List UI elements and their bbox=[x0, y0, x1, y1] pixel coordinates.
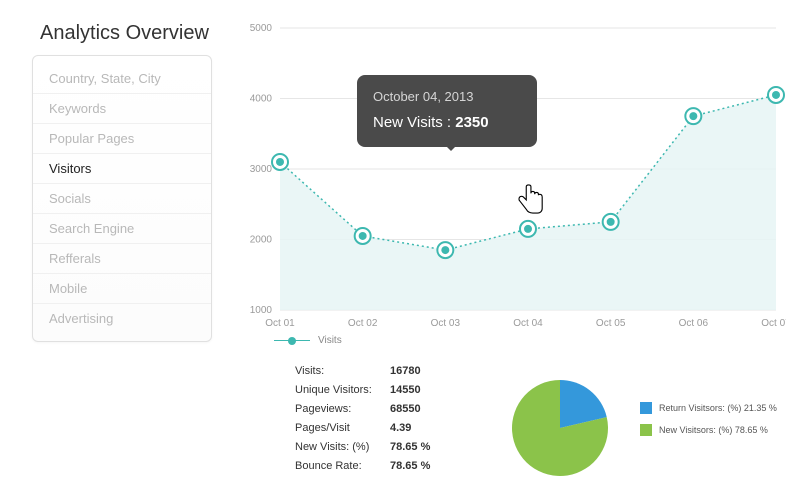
stat-value: 4.39 bbox=[390, 422, 411, 434]
page-title: Analytics Overview bbox=[40, 22, 209, 45]
sidebar-item[interactable]: Country, State, City bbox=[33, 64, 211, 94]
hand-cursor-icon bbox=[515, 183, 545, 217]
stat-value: 14550 bbox=[390, 384, 421, 396]
stat-label: Unique Visitors: bbox=[295, 384, 390, 396]
svg-text:Oct 06: Oct 06 bbox=[679, 318, 709, 329]
svg-text:4000: 4000 bbox=[250, 94, 273, 105]
sidebar-item[interactable]: Popular Pages bbox=[33, 124, 211, 154]
svg-text:2000: 2000 bbox=[250, 235, 273, 246]
svg-text:Oct 03: Oct 03 bbox=[431, 318, 461, 329]
pie-legend-label: New Visitsors: (%) 78.65 % bbox=[659, 425, 768, 435]
stat-value: 68550 bbox=[390, 403, 421, 415]
sidebar-item[interactable]: Socials bbox=[33, 184, 211, 214]
chart-tooltip: October 04, 2013 New Visits : 2350 bbox=[357, 75, 537, 147]
stat-row: Pageviews:68550 bbox=[295, 403, 430, 415]
stat-label: Visits: bbox=[295, 365, 390, 377]
sidebar-item[interactable]: Visitors bbox=[33, 154, 211, 184]
svg-text:3000: 3000 bbox=[250, 164, 273, 175]
svg-text:Oct 05: Oct 05 bbox=[596, 318, 626, 329]
chart-legend: Visits bbox=[274, 335, 342, 346]
visits-chart: 1000 2000 3000 4000 5000 Oct 01 Oct 02 Oct 03 Oc… bbox=[238, 20, 786, 340]
pie-legend: Return Visitsors: (%) 21.35 % New Visitso… bbox=[640, 402, 777, 446]
tooltip-label: New Visits : bbox=[373, 114, 451, 131]
sidebar: Country, State, CityKeywordsPopular Page… bbox=[32, 55, 212, 342]
stat-row: Unique Visitors:14550 bbox=[295, 384, 430, 396]
svg-text:Oct 02: Oct 02 bbox=[348, 318, 378, 329]
svg-text:Oct 01: Oct 01 bbox=[265, 318, 295, 329]
stat-label: Bounce Rate: bbox=[295, 460, 390, 472]
tooltip-value: 2350 bbox=[455, 114, 488, 131]
svg-text:Oct 07: Oct 07 bbox=[761, 318, 786, 329]
svg-text:1000: 1000 bbox=[250, 305, 273, 316]
color-swatch-icon bbox=[640, 424, 652, 436]
pie-legend-label: Return Visitsors: (%) 21.35 % bbox=[659, 403, 777, 413]
sidebar-item[interactable]: Refferals bbox=[33, 244, 211, 274]
tooltip-date: October 04, 2013 bbox=[373, 89, 521, 104]
stat-label: Pages/Visit bbox=[295, 422, 390, 434]
stat-label: Pageviews: bbox=[295, 403, 390, 415]
tooltip-value-line: New Visits : 2350 bbox=[373, 114, 521, 131]
pie-legend-row: New Visitsors: (%) 78.65 % bbox=[640, 424, 777, 436]
stat-row: Bounce Rate:78.65 % bbox=[295, 460, 430, 472]
svg-text:5000: 5000 bbox=[250, 23, 273, 34]
svg-text:Oct 04: Oct 04 bbox=[513, 318, 543, 329]
stat-row: New Visits: (%)78.65 % bbox=[295, 441, 430, 453]
stat-value: 16780 bbox=[390, 365, 421, 377]
sidebar-item[interactable]: Search Engine bbox=[33, 214, 211, 244]
sidebar-item[interactable]: Mobile bbox=[33, 274, 211, 304]
visitors-pie-chart bbox=[510, 378, 610, 478]
stats-block: Visits:16780Unique Visitors:14550Pagevie… bbox=[295, 365, 430, 479]
pie-legend-row: Return Visitsors: (%) 21.35 % bbox=[640, 402, 777, 414]
stat-row: Pages/Visit4.39 bbox=[295, 422, 430, 434]
sidebar-item[interactable]: Keywords bbox=[33, 94, 211, 124]
stat-label: New Visits: (%) bbox=[295, 441, 390, 453]
sidebar-item[interactable]: Advertising bbox=[33, 304, 211, 333]
color-swatch-icon bbox=[640, 402, 652, 414]
stat-value: 78.65 % bbox=[390, 460, 430, 472]
stat-row: Visits:16780 bbox=[295, 365, 430, 377]
stat-value: 78.65 % bbox=[390, 441, 430, 453]
chart-legend-label: Visits bbox=[318, 335, 342, 346]
visits-swatch-icon bbox=[274, 337, 310, 345]
